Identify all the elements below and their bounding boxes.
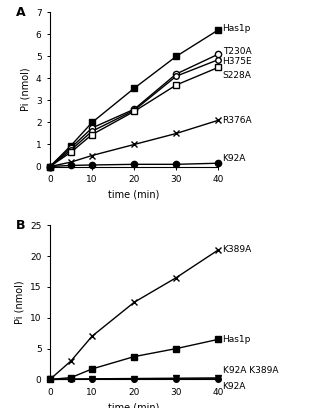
Text: H375E: H375E <box>222 58 252 67</box>
Text: K389A: K389A <box>222 245 252 254</box>
Text: K92A K389A: K92A K389A <box>222 366 278 375</box>
Text: K92A: K92A <box>222 154 246 163</box>
Y-axis label: Pi (nmol): Pi (nmol) <box>20 68 30 111</box>
X-axis label: time (min): time (min) <box>109 402 160 408</box>
Text: B: B <box>16 219 26 232</box>
X-axis label: time (min): time (min) <box>109 189 160 200</box>
Text: A: A <box>16 6 26 19</box>
Text: T230A: T230A <box>222 47 251 56</box>
Text: K92A: K92A <box>222 382 246 391</box>
Y-axis label: Pi (nmol): Pi (nmol) <box>15 280 25 324</box>
Text: Has1p: Has1p <box>222 335 251 344</box>
Text: S228A: S228A <box>222 71 251 80</box>
Text: R376A: R376A <box>222 116 252 125</box>
Text: Has1p: Has1p <box>222 24 251 33</box>
